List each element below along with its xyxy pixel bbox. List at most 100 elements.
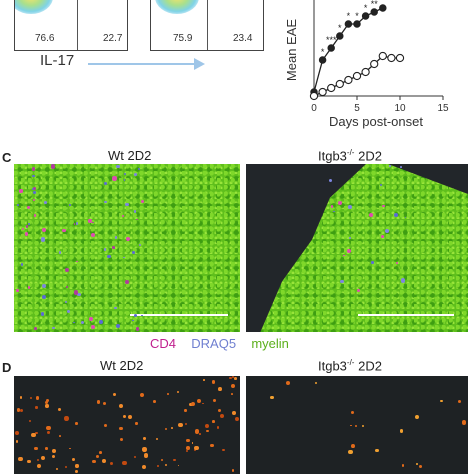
fluorescent-cell bbox=[231, 392, 234, 395]
fluorescent-cell bbox=[123, 256, 126, 259]
fluorescent-cell bbox=[347, 205, 352, 210]
fluorescent-cell bbox=[65, 286, 69, 289]
genotype-label: Itgb3 bbox=[318, 148, 347, 164]
fluorescent-cell bbox=[45, 399, 49, 403]
fluorescent-cell bbox=[25, 224, 29, 228]
fluorescent-cell bbox=[164, 464, 167, 467]
fluorescent-cell bbox=[111, 245, 115, 249]
fluorescent-cell bbox=[73, 223, 76, 226]
fluorescent-cell bbox=[44, 200, 48, 204]
fluorescent-cell bbox=[90, 232, 95, 237]
x-tick-label: 10 bbox=[394, 103, 406, 114]
data-point bbox=[361, 67, 370, 77]
fluorescent-cell bbox=[102, 459, 107, 463]
fluorescent-cell bbox=[160, 459, 163, 462]
fluorescent-cell bbox=[461, 420, 467, 425]
fluorescent-cell bbox=[19, 189, 24, 194]
fluorescent-cell bbox=[134, 313, 138, 317]
fluorescent-cell bbox=[102, 401, 107, 405]
fluorescent-cell bbox=[137, 167, 141, 171]
fluorescent-cell bbox=[458, 399, 462, 404]
panel-d-letter: D bbox=[2, 360, 12, 375]
legend-cd4: CD4 bbox=[150, 336, 177, 351]
fluorescent-cell bbox=[216, 426, 220, 429]
fluorescent-cell bbox=[141, 464, 146, 469]
fluorescent-cell bbox=[29, 397, 32, 400]
fluorescent-cell bbox=[135, 422, 138, 425]
fluorescent-cell bbox=[124, 172, 127, 175]
fluorescent-cell bbox=[32, 175, 35, 178]
data-point bbox=[309, 91, 319, 101]
fluorescent-cell bbox=[194, 446, 199, 451]
fluorescent-cell bbox=[384, 229, 389, 234]
flow-density-cloud bbox=[15, 0, 53, 14]
fluorescent-cell bbox=[122, 414, 126, 418]
fluorescent-cell bbox=[58, 251, 62, 254]
data-point bbox=[379, 4, 387, 12]
fluorescent-cell bbox=[91, 325, 96, 330]
fluorescent-cell bbox=[24, 232, 29, 236]
fluorescent-cell bbox=[213, 398, 217, 402]
x-tick-label: 0 bbox=[311, 103, 317, 114]
fluorescent-cell bbox=[99, 320, 104, 324]
fluorescent-cell bbox=[121, 214, 124, 218]
fluorescent-cell bbox=[232, 410, 236, 415]
data-point bbox=[352, 71, 362, 81]
fluorescent-cell bbox=[46, 431, 50, 435]
fluorescent-cell bbox=[133, 210, 137, 213]
fluorescent-cell bbox=[20, 263, 24, 266]
fluorescent-cell bbox=[204, 423, 209, 428]
fluorescent-cell bbox=[186, 438, 191, 443]
data-point bbox=[335, 79, 344, 89]
fluorescent-cell bbox=[51, 164, 56, 169]
fluorescent-cell bbox=[269, 395, 274, 400]
fluorescent-cell bbox=[141, 314, 143, 317]
x-tick-label: 15 bbox=[437, 103, 449, 114]
fluorescent-cell bbox=[15, 440, 18, 443]
fluorescent-cell bbox=[135, 327, 139, 331]
fluorescent-cell bbox=[196, 399, 202, 404]
fluorescent-cell bbox=[95, 454, 99, 458]
fluorescent-cell bbox=[71, 458, 75, 461]
fluorescent-cell bbox=[396, 262, 398, 264]
fluorescent-cell bbox=[64, 465, 68, 469]
panel-d-left-title: Wt 2D2 bbox=[100, 358, 144, 373]
y-axis-label: Mean EAE bbox=[284, 19, 299, 81]
fluorescent-cell bbox=[361, 424, 364, 427]
eae-score-chart: Mean EAE 0 5 10 15 ****** ** ** Days post-ons… bbox=[284, 0, 449, 129]
fluorescent-cell bbox=[80, 320, 84, 324]
fluorescent-cell bbox=[65, 267, 70, 272]
flow-density-cloud bbox=[155, 0, 199, 14]
significance-annotation: * bbox=[321, 47, 325, 57]
fluorescent-cell bbox=[177, 464, 180, 467]
fluorescent-cell bbox=[404, 216, 407, 219]
data-point bbox=[395, 53, 405, 63]
fluorescent-cell bbox=[193, 448, 197, 452]
fluorescent-cell bbox=[380, 235, 384, 239]
fluorescent-cell bbox=[92, 459, 96, 464]
fluorescent-cell bbox=[75, 464, 79, 468]
fluorescent-cell bbox=[351, 411, 355, 415]
panel-d-right-title: Itgb3-/- 2D2 bbox=[318, 358, 382, 373]
fluorescent-cell bbox=[16, 204, 19, 207]
fluorescent-cell bbox=[194, 429, 199, 434]
fluorescent-cell bbox=[203, 378, 206, 381]
axis-arrow-line bbox=[88, 63, 196, 65]
fluorescent-cell bbox=[333, 210, 335, 213]
data-point bbox=[327, 83, 336, 93]
fluorescent-cell bbox=[230, 383, 235, 388]
genotype-superscript: -/- bbox=[346, 358, 355, 367]
fluorescent-cell bbox=[34, 446, 38, 451]
micrograph-c-itgb3 bbox=[246, 164, 468, 332]
fluorescent-cell bbox=[218, 409, 222, 413]
fluorescent-cell bbox=[346, 249, 351, 254]
axis-arrow-head bbox=[194, 58, 205, 70]
fluorescent-cell bbox=[114, 236, 117, 239]
fluorescent-cell bbox=[142, 447, 147, 452]
data-point bbox=[336, 32, 344, 40]
fluorescent-cell bbox=[75, 222, 79, 225]
data-point bbox=[327, 44, 335, 52]
fluorescent-cell bbox=[229, 376, 233, 380]
panel-c-letter: C bbox=[2, 150, 12, 165]
fluorescent-cell bbox=[112, 176, 117, 181]
